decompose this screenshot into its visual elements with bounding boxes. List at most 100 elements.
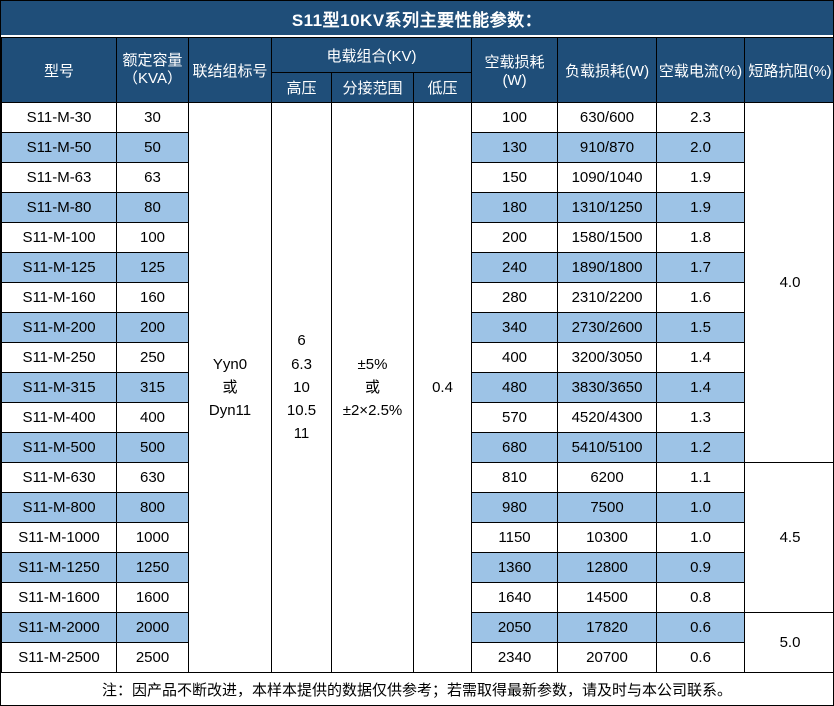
cell-no-load-current: 0.6	[656, 612, 746, 643]
table-row: S11-M-125 125 240 1890/1800 1.7	[1, 252, 834, 283]
cell-kva: 630	[116, 462, 189, 493]
cell-kva: 250	[116, 342, 189, 373]
header-capacity-line1: 额定容量	[122, 52, 183, 69]
cell-tap-range: ±5% 或 ±2×2.5%	[331, 102, 414, 673]
cell-no-load-current: 0.8	[656, 582, 746, 613]
cell-no-load-current: 1.6	[656, 282, 746, 313]
table-row: S11-M-30 30 Yyn0 或 Dyn11 6 6.3 10 10.5 11 ±5…	[1, 102, 833, 673]
cell-kva: 100	[116, 222, 189, 253]
cell-no-load-current: 1.9	[656, 192, 746, 223]
cell-no-load-current: 1.4	[656, 372, 746, 403]
cell-kva: 500	[116, 432, 189, 463]
cell-kva: 800	[116, 492, 189, 523]
cell-load-loss: 1310/1250	[557, 192, 658, 223]
cell-kva: 63	[116, 162, 189, 193]
header-model: 型号	[1, 37, 117, 103]
cell-model: S11-M-100	[1, 222, 117, 253]
cell-no-load-loss: 2050	[471, 612, 559, 643]
header-capacity-line2: （KVA）	[123, 70, 182, 87]
table-row: S11-M-80 80 180 1310/1250 1.9	[1, 192, 834, 223]
table-row: S11-M-400 400 570 4520/4300 1.3	[1, 402, 834, 433]
cell-model: S11-M-800	[1, 492, 117, 523]
cell-impedance: 5.0	[744, 612, 833, 673]
cell-model: S11-M-500	[1, 432, 117, 463]
table-row: S11-M-2500 2500 2340 20700 0.6	[1, 642, 834, 673]
cell-load-loss: 630/600	[557, 102, 658, 133]
table-row: S11-M-250 250 400 3200/3050 1.4	[1, 342, 834, 373]
cell-no-load-current: 1.3	[656, 402, 746, 433]
table-row: S11-M-500 500 680 5410/5100 1.2	[1, 432, 834, 463]
header-load-loss: 负载损耗(W)	[557, 37, 658, 103]
cell-no-load-loss: 100	[471, 102, 559, 133]
cell-kva: 200	[116, 312, 189, 343]
cell-no-load-loss: 1360	[471, 552, 559, 583]
cell-no-load-current: 1.5	[656, 312, 746, 343]
cell-no-load-loss: 280	[471, 282, 559, 313]
table-row: S11-M-50 50 130 910/870 2.0	[1, 132, 834, 163]
cell-model: S11-M-1600	[1, 582, 117, 613]
footer-note: 注：因产品不断改进，本样本提供的数据仅供参考；若需取得最新参数，请及时与本公司联…	[1, 673, 833, 705]
cell-no-load-current: 1.4	[656, 342, 746, 373]
cell-load-loss: 2310/2200	[557, 282, 658, 313]
cell-kva: 1250	[116, 552, 189, 583]
cell-low-voltage: 0.4	[412, 102, 473, 673]
cell-connection-group: Yyn0 或 Dyn11	[188, 102, 272, 673]
cell-kva: 2000	[116, 612, 189, 643]
page-title: S11型10KV系列主要性能参数：	[1, 1, 833, 37]
cell-no-load-loss: 200	[471, 222, 559, 253]
header-no-load-loss: 空载损耗(W)	[471, 37, 559, 103]
cell-model: S11-M-200	[1, 312, 117, 343]
cell-no-load-loss: 240	[471, 252, 559, 283]
cell-kva: 50	[116, 132, 189, 163]
cell-load-loss: 1090/1040	[557, 162, 658, 193]
cell-model: S11-M-30	[1, 102, 117, 133]
cell-model: S11-M-315	[1, 372, 117, 403]
cell-no-load-current: 1.2	[656, 432, 746, 463]
table-row: S11-M-630 630 810 6200 1.1 4.5	[1, 462, 833, 613]
cell-load-loss: 4520/4300	[557, 402, 658, 433]
cell-kva: 80	[116, 192, 189, 223]
cell-kva: 1600	[116, 582, 189, 613]
cell-kva: 160	[116, 282, 189, 313]
cell-no-load-loss: 180	[471, 192, 559, 223]
cell-no-load-loss: 400	[471, 342, 559, 373]
cell-no-load-loss: 130	[471, 132, 559, 163]
cell-no-load-loss: 680	[471, 432, 559, 463]
spec-table: 型号 额定容量 （KVA） 联结组标号 电载组合(KV) 空载损耗(W) 负载损…	[1, 37, 834, 673]
cell-load-loss: 6200	[557, 462, 658, 493]
cell-model: S11-M-80	[1, 192, 117, 223]
cell-load-loss: 3830/3650	[557, 372, 658, 403]
cell-load-loss: 5410/5100	[557, 432, 658, 463]
cell-no-load-loss: 980	[471, 492, 559, 523]
cell-model: S11-M-250	[1, 342, 117, 373]
header-low-voltage: 低压	[412, 72, 473, 103]
table-row: S11-M-100 100 200 1580/1500 1.8	[1, 222, 834, 253]
cell-model: S11-M-2500	[1, 642, 117, 673]
cell-model: S11-M-160	[1, 282, 117, 313]
cell-model: S11-M-400	[1, 402, 117, 433]
cell-model: S11-M-50	[1, 132, 117, 163]
cell-kva: 2500	[116, 642, 189, 673]
cell-no-load-current: 1.0	[656, 522, 746, 553]
header-tap-range: 分接范围	[331, 72, 414, 103]
cell-model: S11-M-2000	[1, 612, 117, 643]
cell-load-loss: 14500	[557, 582, 658, 613]
cell-load-loss: 1890/1800	[557, 252, 658, 283]
table-row: S11-M-160 160 280 2310/2200 1.6	[1, 282, 834, 313]
cell-load-loss: 10300	[557, 522, 658, 553]
cell-no-load-loss: 810	[471, 462, 559, 493]
cell-no-load-loss: 570	[471, 402, 559, 433]
header-capacity: 额定容量 （KVA）	[116, 37, 189, 103]
table-row: S11-M-200 200 340 2730/2600 1.5	[1, 312, 834, 343]
cell-no-load-loss: 340	[471, 312, 559, 343]
cell-high-voltage: 6 6.3 10 10.5 11	[271, 102, 332, 673]
cell-impedance: 4.0	[744, 102, 833, 463]
header-voltage-combination: 电载组合(KV)	[270, 37, 473, 73]
cell-no-load-current: 0.6	[656, 642, 746, 673]
table-row: S11-M-63 63 150 1090/1040 1.9	[1, 162, 834, 193]
cell-load-loss: 17820	[557, 612, 658, 643]
cell-impedance: 4.5	[744, 462, 833, 613]
cell-no-load-current: 1.0	[656, 492, 746, 523]
cell-no-load-current: 1.9	[656, 162, 746, 193]
header-high-voltage: 高压	[271, 72, 332, 103]
